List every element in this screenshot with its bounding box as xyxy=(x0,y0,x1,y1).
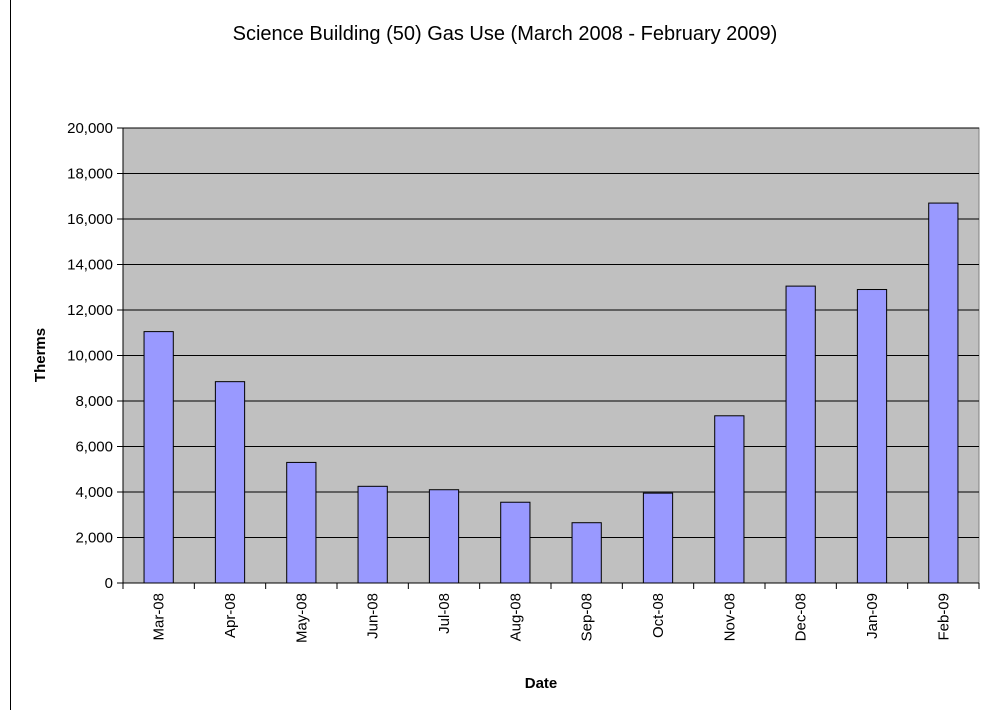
x-tick-label: Jul-08 xyxy=(436,593,453,634)
x-tick-label: Apr-08 xyxy=(222,593,239,638)
bar-dec-08 xyxy=(785,285,816,584)
y-tick-label: 16,000 xyxy=(67,211,113,228)
bar-feb-09 xyxy=(928,202,959,584)
x-tick-label: May-08 xyxy=(293,593,310,643)
x-tick-label: Jan-09 xyxy=(864,593,881,639)
bar-jan-09 xyxy=(856,289,888,584)
bar-mar-08 xyxy=(143,331,174,584)
bar-sep-08 xyxy=(571,522,602,584)
bar-oct-08 xyxy=(642,492,674,584)
x-tick-label: Mar-08 xyxy=(151,593,168,641)
y-tick-label: 20,000 xyxy=(67,120,113,137)
gridlines xyxy=(123,127,979,538)
x-tick-label: Jun-08 xyxy=(365,593,382,639)
y-tick-label: 14,000 xyxy=(67,257,113,274)
x-tick-label: Oct-08 xyxy=(650,593,667,638)
y-tick-label: 10,000 xyxy=(67,348,113,365)
y-tick-label: 0 xyxy=(105,575,113,592)
bar-chart: Science Building (50) Gas Use (March 200… xyxy=(32,23,980,692)
bar-jun-08 xyxy=(357,485,388,584)
bar-may-08 xyxy=(286,461,317,584)
y-tick-label: 2,000 xyxy=(75,530,113,547)
x-tick-label: Aug-08 xyxy=(507,593,524,641)
x-tick-label: Sep-08 xyxy=(579,593,596,641)
y-tick-label: 18,000 xyxy=(67,166,113,183)
y-tick-label: 6,000 xyxy=(75,439,113,456)
chart-frame: Science Building (50) Gas Use (March 200… xyxy=(10,0,984,710)
bar-jul-08 xyxy=(428,489,460,584)
x-tick-label: Feb-09 xyxy=(935,593,952,641)
chart-title: Science Building (50) Gas Use (March 200… xyxy=(233,23,778,45)
bar-apr-08 xyxy=(214,381,246,584)
y-axis-title: Therms xyxy=(32,328,49,382)
bar-aug-08 xyxy=(500,501,531,584)
axes xyxy=(117,127,980,589)
y-tick-label: 8,000 xyxy=(75,393,113,410)
bar-nov-08 xyxy=(714,415,745,584)
x-axis-title: Date xyxy=(525,675,558,692)
y-tick-label: 4,000 xyxy=(75,484,113,501)
y-tick-label: 12,000 xyxy=(67,302,113,319)
x-tick-label: Nov-08 xyxy=(721,593,738,641)
x-tick-label: Dec-08 xyxy=(793,593,810,641)
x-tick-labels: Mar-08 Apr-08 May-08 Jun-08 Jul-08 Aug-08 Sep-… xyxy=(151,593,953,643)
y-tick-labels: 0 2,000 4,000 6,000 8,000 10,000 12,000 14,000 1… xyxy=(67,120,113,592)
